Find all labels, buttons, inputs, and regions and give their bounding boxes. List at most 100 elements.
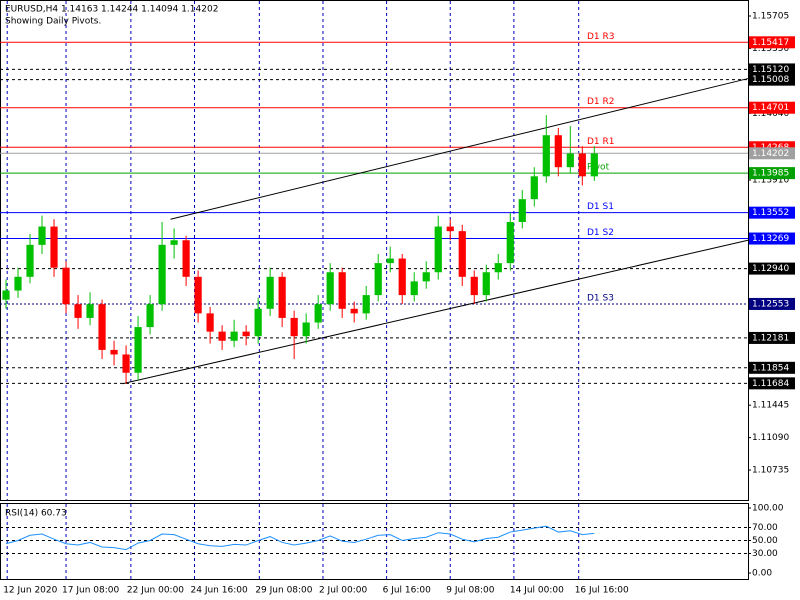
x-tick-label: 14 Jul 00:00 [510, 586, 564, 596]
x-tick-label: 24 Jun 16:00 [191, 586, 248, 596]
rsi-tick-label: 0.00 [752, 569, 772, 579]
candle-body [170, 240, 178, 245]
rsi-tick-label: 50.00 [752, 536, 778, 546]
level-box [749, 262, 795, 275]
candle-body [134, 327, 142, 373]
candle-body [14, 276, 22, 291]
pivot-box [749, 101, 795, 114]
y-tick-label: 1.15705 [752, 11, 789, 21]
candle-body [158, 244, 166, 305]
candle-body [122, 354, 130, 373]
candle-body [218, 331, 226, 341]
y-tick-label: 1.15350 [752, 44, 789, 54]
main-frame [0, 0, 749, 501]
rsi-tick-label: 30.00 [752, 549, 778, 559]
pivot-name: D1 R3 [587, 32, 615, 42]
candle-body [266, 276, 274, 309]
chart-title: EURUSD,H4 1.14163 1.14244 1.14094 1.1420… [5, 5, 218, 15]
candle-body [470, 276, 478, 296]
level-box [749, 361, 795, 374]
candle-body [530, 176, 538, 200]
candle-body [386, 258, 394, 264]
current-price-label: 1.14202 [752, 149, 789, 159]
trendline [122, 239, 749, 385]
x-tick-label: 16 Jul 16:00 [575, 586, 629, 596]
candle-body [374, 263, 382, 296]
candle-body [74, 304, 82, 318]
y-tick-label: 1.11445 [752, 401, 789, 411]
candle-body [26, 244, 34, 277]
candle-body [326, 272, 334, 305]
pivot-name: Pivot [587, 163, 610, 173]
candle-body [278, 276, 286, 318]
rsi-line [5, 525, 595, 551]
candle-body [290, 317, 298, 337]
pivot-name: D1 S3 [587, 293, 614, 303]
level-box [749, 331, 795, 344]
candle-body [482, 272, 490, 296]
candle-body [110, 349, 118, 355]
level-box [749, 63, 795, 76]
rsi-tick-label: 70.00 [752, 523, 778, 533]
pivot-box [749, 206, 795, 219]
pivot-name: D1 S2 [587, 228, 614, 238]
level-label: 1.12181 [752, 333, 789, 343]
candle-body [182, 240, 190, 277]
candle-body [50, 226, 58, 268]
candle-body [362, 295, 370, 314]
candle-body [350, 308, 358, 314]
candle-body [62, 267, 70, 305]
candle-body [194, 276, 202, 314]
rsi-tick-label: 100.00 [752, 504, 784, 514]
candle-body [494, 263, 502, 273]
rsi-title: RSI(14) 60.73 [5, 509, 67, 519]
candle-body [578, 153, 586, 177]
candle-body [506, 221, 514, 264]
level-label: 1.11854 [752, 363, 789, 373]
pivot-value: 1.12553 [752, 299, 789, 309]
x-tick-label: 12 Jun 2020 [3, 586, 57, 596]
pivot-value: 1.15417 [752, 38, 789, 48]
x-tick-label: 6 Jul 16:00 [383, 586, 432, 596]
pivot-name: D1 R2 [587, 97, 615, 107]
candle-body [554, 135, 562, 168]
pivot-name: D1 S1 [587, 202, 614, 212]
candle-body [314, 304, 322, 323]
candle-body [302, 322, 310, 337]
trendline [170, 78, 749, 220]
pivot-box [749, 36, 795, 49]
x-tick-label: 17 Jun 08:00 [62, 586, 119, 596]
candle-body [542, 135, 550, 177]
candle-body [434, 226, 442, 273]
candle-body [146, 304, 154, 328]
candle-body [422, 272, 430, 282]
x-tick-label: 29 Jun 08:00 [255, 586, 312, 596]
pivot-value: 1.13269 [752, 234, 789, 244]
level-box [749, 73, 795, 86]
y-tick-label: 1.10735 [752, 466, 789, 476]
candle-body [254, 308, 262, 337]
x-tick-label: 9 Jul 08:00 [446, 586, 495, 596]
candle-body [242, 331, 250, 337]
pivot-box [749, 167, 795, 180]
pivot-value: 1.13985 [752, 169, 789, 179]
level-label: 1.12940 [752, 264, 789, 274]
candle-body [410, 281, 418, 296]
x-tick-label: 2 Jul 00:00 [319, 586, 368, 596]
pivot-value: 1.14701 [752, 103, 789, 113]
candle-body [98, 304, 106, 350]
current-price-box [749, 147, 795, 160]
candle-body [86, 304, 94, 318]
candle-body [398, 258, 406, 296]
pivot-box [749, 232, 795, 245]
candle-body [518, 199, 526, 222]
candle-body [38, 226, 46, 245]
level-box [749, 377, 795, 390]
candle-body [230, 331, 238, 341]
pivot-value: 1.13552 [752, 208, 789, 218]
x-tick-label: 22 Jun 00:00 [127, 586, 184, 596]
y-tick-label: 1.14640 [752, 109, 789, 119]
chart-subtitle: Showing Daily Pivots. [5, 17, 101, 27]
